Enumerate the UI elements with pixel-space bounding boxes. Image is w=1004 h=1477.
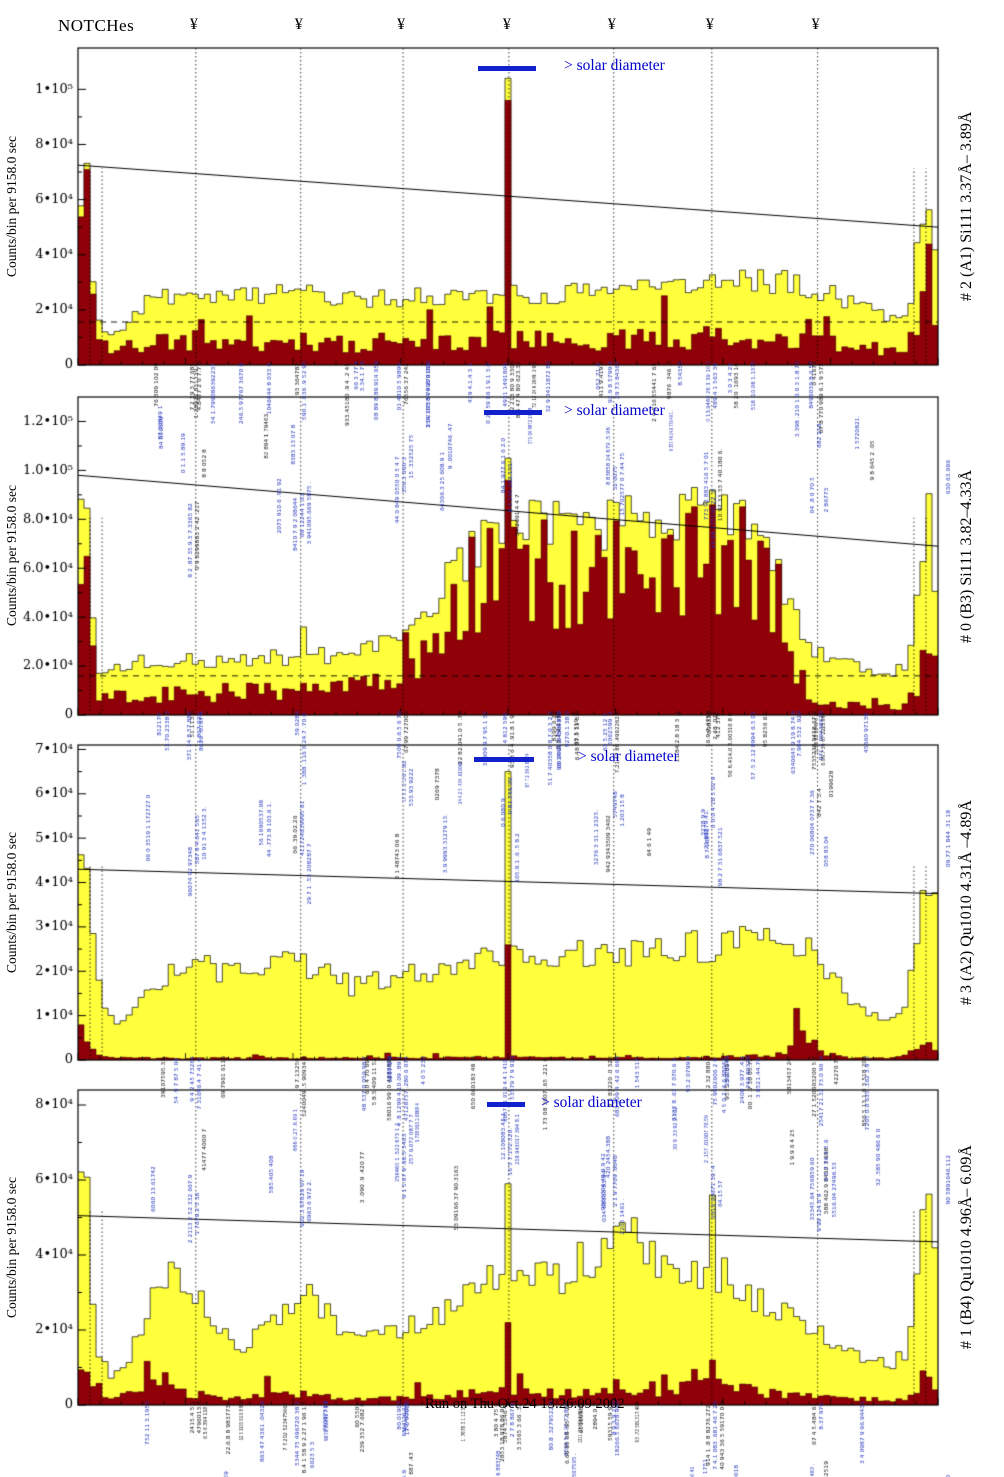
- solar-diameter-label-1: > solar diameter: [564, 57, 665, 74]
- solar-diameter-bar-4: [487, 1102, 525, 1107]
- panel-right-label-3: # 3 (A2) Qu1010 4.31Å –4.89Å: [958, 800, 975, 1005]
- y-axis-label-panel-3: Counts/bin per 9158.0 sec: [4, 832, 19, 973]
- notches-header-label: NOTCHes: [58, 16, 135, 35]
- notch-symbol: ¥: [607, 16, 616, 33]
- notch-symbol: ¥: [397, 16, 406, 33]
- solar-diameter-label-4: > solar diameter: [541, 1094, 642, 1111]
- solar-diameter-bar-1: [478, 66, 536, 71]
- y-axis-label-panel-4: Counts/bin per 9158.0 sec: [4, 1177, 19, 1318]
- notch-symbol: ¥: [811, 16, 820, 33]
- y-axis-label-panel-1: Counts/bin per 9158.0 sec: [4, 136, 19, 277]
- panel-right-label-4: # 1 (B4) Qu1010 4.96Å– 6.09Å: [958, 1145, 975, 1350]
- solar-diameter-label-3: > solar diameter: [578, 748, 679, 765]
- y-axis-label-panel-2: Counts/bin per 9158.0 sec: [4, 485, 19, 627]
- notch-symbol: ¥: [502, 16, 511, 33]
- solar-diameter-label-2: > solar diameter: [564, 402, 665, 419]
- notch-symbol: ¥: [189, 16, 198, 33]
- notch-symbol: ¥: [705, 16, 714, 33]
- run-timestamp: Run on Thu Oct 24 13:26:09 2002: [425, 1396, 625, 1412]
- panel-right-label-2: # 0 (B3) Si111 3.82–4.33Å: [958, 469, 975, 643]
- solar-diameter-bar-3: [474, 757, 534, 762]
- solar-diameter-bar-2: [484, 410, 542, 415]
- notch-symbol: ¥: [294, 16, 303, 33]
- panel-right-label-1: # 2 (A1) Si111 3.37Å– 3.89Å: [958, 111, 975, 302]
